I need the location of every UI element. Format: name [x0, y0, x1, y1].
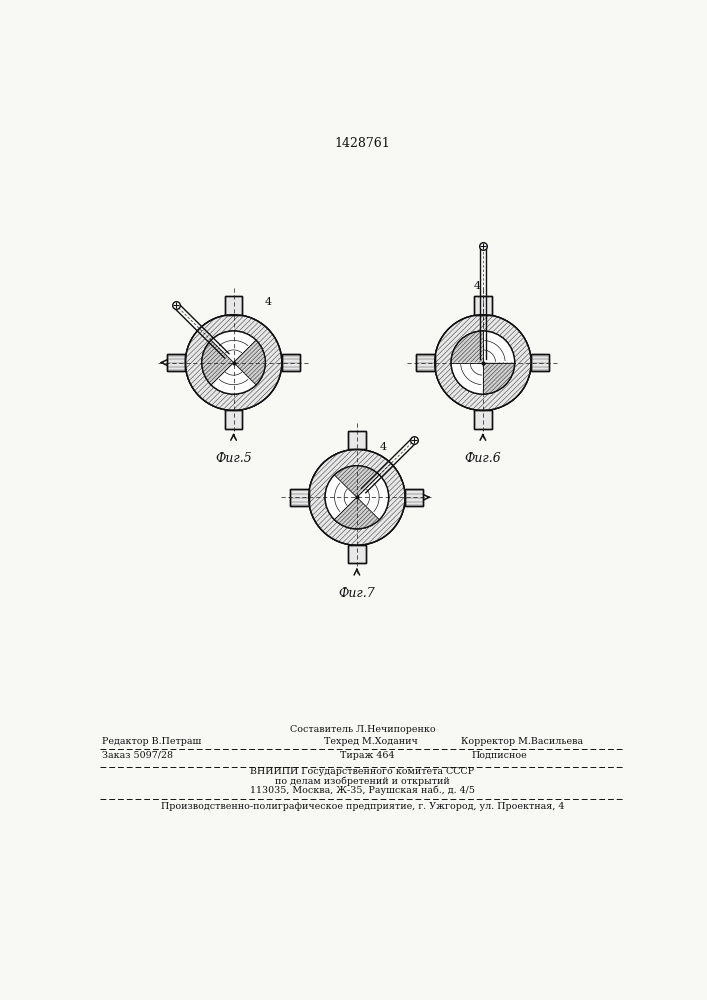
Wedge shape — [334, 466, 380, 497]
Bar — [474, 296, 491, 315]
Wedge shape — [334, 497, 380, 529]
Bar — [416, 354, 435, 371]
Circle shape — [185, 315, 282, 410]
Text: Подписное: Подписное — [472, 751, 527, 760]
Bar — [348, 431, 366, 449]
Wedge shape — [211, 363, 256, 394]
Text: Корректор М.Васильева: Корректор М.Васильева — [461, 737, 583, 746]
Wedge shape — [451, 331, 483, 363]
Text: 1428761: 1428761 — [334, 137, 390, 150]
Text: Производственно-полиграфическое предприятие, г. Ужгород, ул. Проектная, 4: Производственно-полиграфическое предприя… — [160, 802, 564, 811]
Bar — [474, 410, 491, 429]
Bar — [405, 489, 423, 506]
Bar — [225, 410, 243, 429]
Bar — [416, 354, 435, 371]
Bar — [167, 354, 185, 371]
Text: по делам изобретений и открытий: по делам изобретений и открытий — [275, 776, 450, 786]
Wedge shape — [201, 340, 233, 385]
Bar — [225, 296, 243, 315]
Text: 4: 4 — [474, 281, 481, 291]
Text: ВНИИПИ Государственного комитета СССР: ВНИИПИ Государственного комитета СССР — [250, 768, 474, 776]
Text: Фиг.5: Фиг.5 — [215, 452, 252, 465]
Circle shape — [325, 466, 389, 529]
Circle shape — [309, 449, 405, 545]
Circle shape — [309, 449, 405, 545]
Text: Заказ 5097/28: Заказ 5097/28 — [103, 751, 173, 760]
Bar — [348, 545, 366, 563]
Bar — [348, 431, 366, 449]
Circle shape — [435, 315, 531, 410]
Wedge shape — [357, 475, 389, 520]
Bar — [348, 545, 366, 563]
Text: Фиг.6: Фиг.6 — [464, 452, 501, 465]
Circle shape — [185, 315, 282, 410]
Bar — [225, 296, 243, 315]
Text: Фиг.7: Фиг.7 — [339, 587, 375, 600]
Text: 4: 4 — [264, 297, 271, 307]
Bar — [282, 354, 300, 371]
Bar — [167, 354, 185, 371]
Text: Редактор В.Петраш: Редактор В.Петраш — [103, 737, 201, 746]
Text: Техред М.Ходанич: Техред М.Ходанич — [324, 737, 418, 746]
Circle shape — [201, 331, 265, 394]
Wedge shape — [233, 340, 265, 385]
Text: Тираж 464: Тираж 464 — [341, 751, 395, 760]
Bar — [474, 410, 491, 429]
Bar — [291, 489, 309, 506]
Wedge shape — [483, 363, 515, 394]
Circle shape — [435, 315, 531, 410]
Bar — [282, 354, 300, 371]
Wedge shape — [325, 475, 357, 520]
Bar — [531, 354, 549, 371]
Bar — [225, 410, 243, 429]
Wedge shape — [211, 331, 256, 363]
Wedge shape — [451, 363, 483, 394]
Bar — [405, 489, 423, 506]
Bar — [531, 354, 549, 371]
Bar — [474, 296, 491, 315]
Wedge shape — [483, 331, 515, 363]
Text: 4: 4 — [380, 442, 387, 452]
Bar — [291, 489, 309, 506]
Text: Составитель Л.Нечипоренко: Составитель Л.Нечипоренко — [290, 725, 435, 734]
Text: 113035, Москва, Ж-35, Раушская наб., д. 4/5: 113035, Москва, Ж-35, Раушская наб., д. … — [250, 785, 475, 795]
Circle shape — [451, 331, 515, 394]
